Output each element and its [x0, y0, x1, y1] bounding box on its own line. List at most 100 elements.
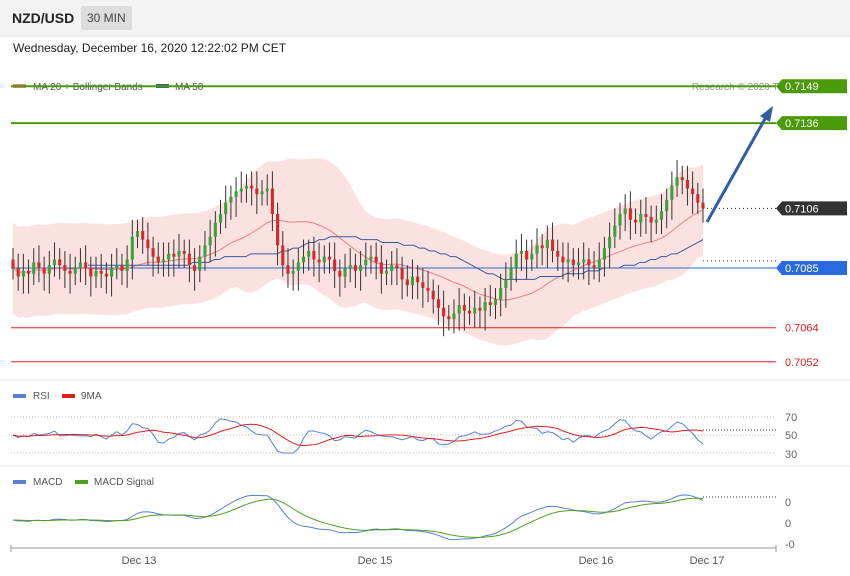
timeframe-badge[interactable]: 30 MIN — [81, 6, 132, 30]
candle-body — [566, 259, 570, 263]
candle-body — [395, 265, 399, 269]
candle-body — [239, 188, 243, 192]
x-axis: Dec 13 Dec 15 Dec 16 Dec 17 — [10, 545, 777, 567]
candle-body — [84, 262, 88, 269]
candle-body — [317, 259, 321, 263]
candle-body — [587, 259, 591, 266]
candle-body — [94, 270, 98, 277]
candle-body — [265, 188, 269, 192]
candle-body — [369, 256, 373, 260]
candle-body — [27, 270, 31, 274]
candle-body — [255, 188, 259, 195]
level-label-resistance: 0.7149 — [785, 81, 819, 93]
candle-body — [99, 270, 103, 274]
candle-body — [16, 268, 20, 277]
x-label-dec17: Dec 17 — [690, 555, 725, 567]
candle-body — [582, 259, 586, 263]
candle-body — [37, 262, 41, 269]
macd-line — [12, 494, 704, 541]
macd-tick-2: 0 — [785, 518, 791, 530]
macd-panel: MACD MACD Signal 0 0 -0 — [12, 477, 795, 551]
rsi-panel: RSI 9MA 70 50 30 — [11, 391, 797, 461]
candle-body — [115, 265, 119, 269]
candle-body — [156, 256, 160, 263]
candle-body — [504, 279, 508, 288]
candle-body — [125, 259, 129, 271]
candle-body — [467, 310, 472, 314]
candle-body — [110, 268, 114, 277]
candle-body — [167, 253, 171, 260]
candle-body — [146, 239, 150, 249]
rsi9ma-legend-swatch — [62, 394, 75, 398]
rsi-tick-50: 50 — [785, 430, 797, 442]
candle-body — [649, 216, 653, 223]
candle-body — [359, 265, 363, 271]
candle-body — [696, 194, 700, 203]
candle-body — [556, 250, 560, 257]
candle-body — [670, 185, 674, 200]
candle-body — [628, 208, 632, 220]
forecast-arrow-head — [760, 106, 773, 122]
candle-body — [442, 307, 446, 317]
candle-body — [260, 191, 264, 195]
x-label-dec13: Dec 13 — [122, 555, 157, 567]
credit-text: Research © 2020 Trading Central — [692, 82, 841, 93]
candle-body — [597, 259, 601, 269]
x-label-dec16: Dec 16 — [579, 555, 614, 567]
candle-body — [535, 245, 539, 254]
candle-body — [52, 259, 57, 266]
candle-body — [135, 231, 140, 237]
candle-body — [478, 307, 482, 311]
ma50-legend-label: MA 50 — [175, 82, 204, 93]
forecast-arrow-shaft — [705, 116, 768, 223]
symbol-title: NZD/USD — [12, 10, 75, 26]
candle-body — [473, 307, 477, 314]
candle-body — [462, 304, 466, 311]
candle-body — [540, 245, 544, 249]
candle-body — [509, 268, 513, 280]
candle-body — [685, 179, 689, 189]
candle-body — [654, 219, 658, 223]
candle-body — [213, 222, 217, 237]
forecast-arrow — [705, 106, 773, 223]
candle-body — [618, 214, 622, 226]
candle-body — [301, 256, 306, 263]
candle-body — [47, 265, 51, 274]
candle-body — [665, 199, 669, 212]
level-label-resistance: 0.7136 — [785, 118, 819, 130]
macd-legend-label: MACD — [33, 477, 62, 488]
candle-body — [296, 262, 300, 271]
candle-body — [322, 256, 326, 263]
candle-body — [426, 287, 430, 291]
candle-body — [130, 236, 134, 260]
candle-body — [224, 202, 228, 215]
candle-body — [530, 253, 534, 260]
candle-body — [21, 270, 25, 277]
rsi-legend-swatch — [13, 394, 26, 398]
candle-body — [602, 248, 606, 260]
candle-body — [244, 185, 249, 189]
candle-body — [608, 236, 612, 249]
candle-body — [208, 236, 212, 246]
candle-body — [384, 270, 389, 274]
candle-body — [120, 265, 124, 271]
candle-body — [364, 259, 368, 266]
candle-body — [410, 276, 415, 286]
candle-body — [447, 316, 451, 320]
candle-body — [634, 219, 638, 223]
candle-body — [58, 259, 62, 266]
candle-body — [400, 268, 404, 280]
candle-body — [644, 214, 648, 217]
candle-body — [151, 248, 155, 257]
price-levels: 0.7149 0.7136 0.7106 0.7085 0.7064 0.7052 — [11, 79, 847, 369]
macd-legend-swatch — [13, 480, 26, 484]
candle-body — [353, 265, 357, 271]
rsi9ma-legend-label: 9MA — [81, 391, 102, 402]
macd-signal-line — [12, 497, 704, 538]
candle-body — [281, 245, 285, 266]
candle-body — [514, 253, 518, 269]
candle-body — [416, 276, 420, 283]
candle-body — [576, 262, 581, 266]
candle-body — [374, 256, 378, 263]
